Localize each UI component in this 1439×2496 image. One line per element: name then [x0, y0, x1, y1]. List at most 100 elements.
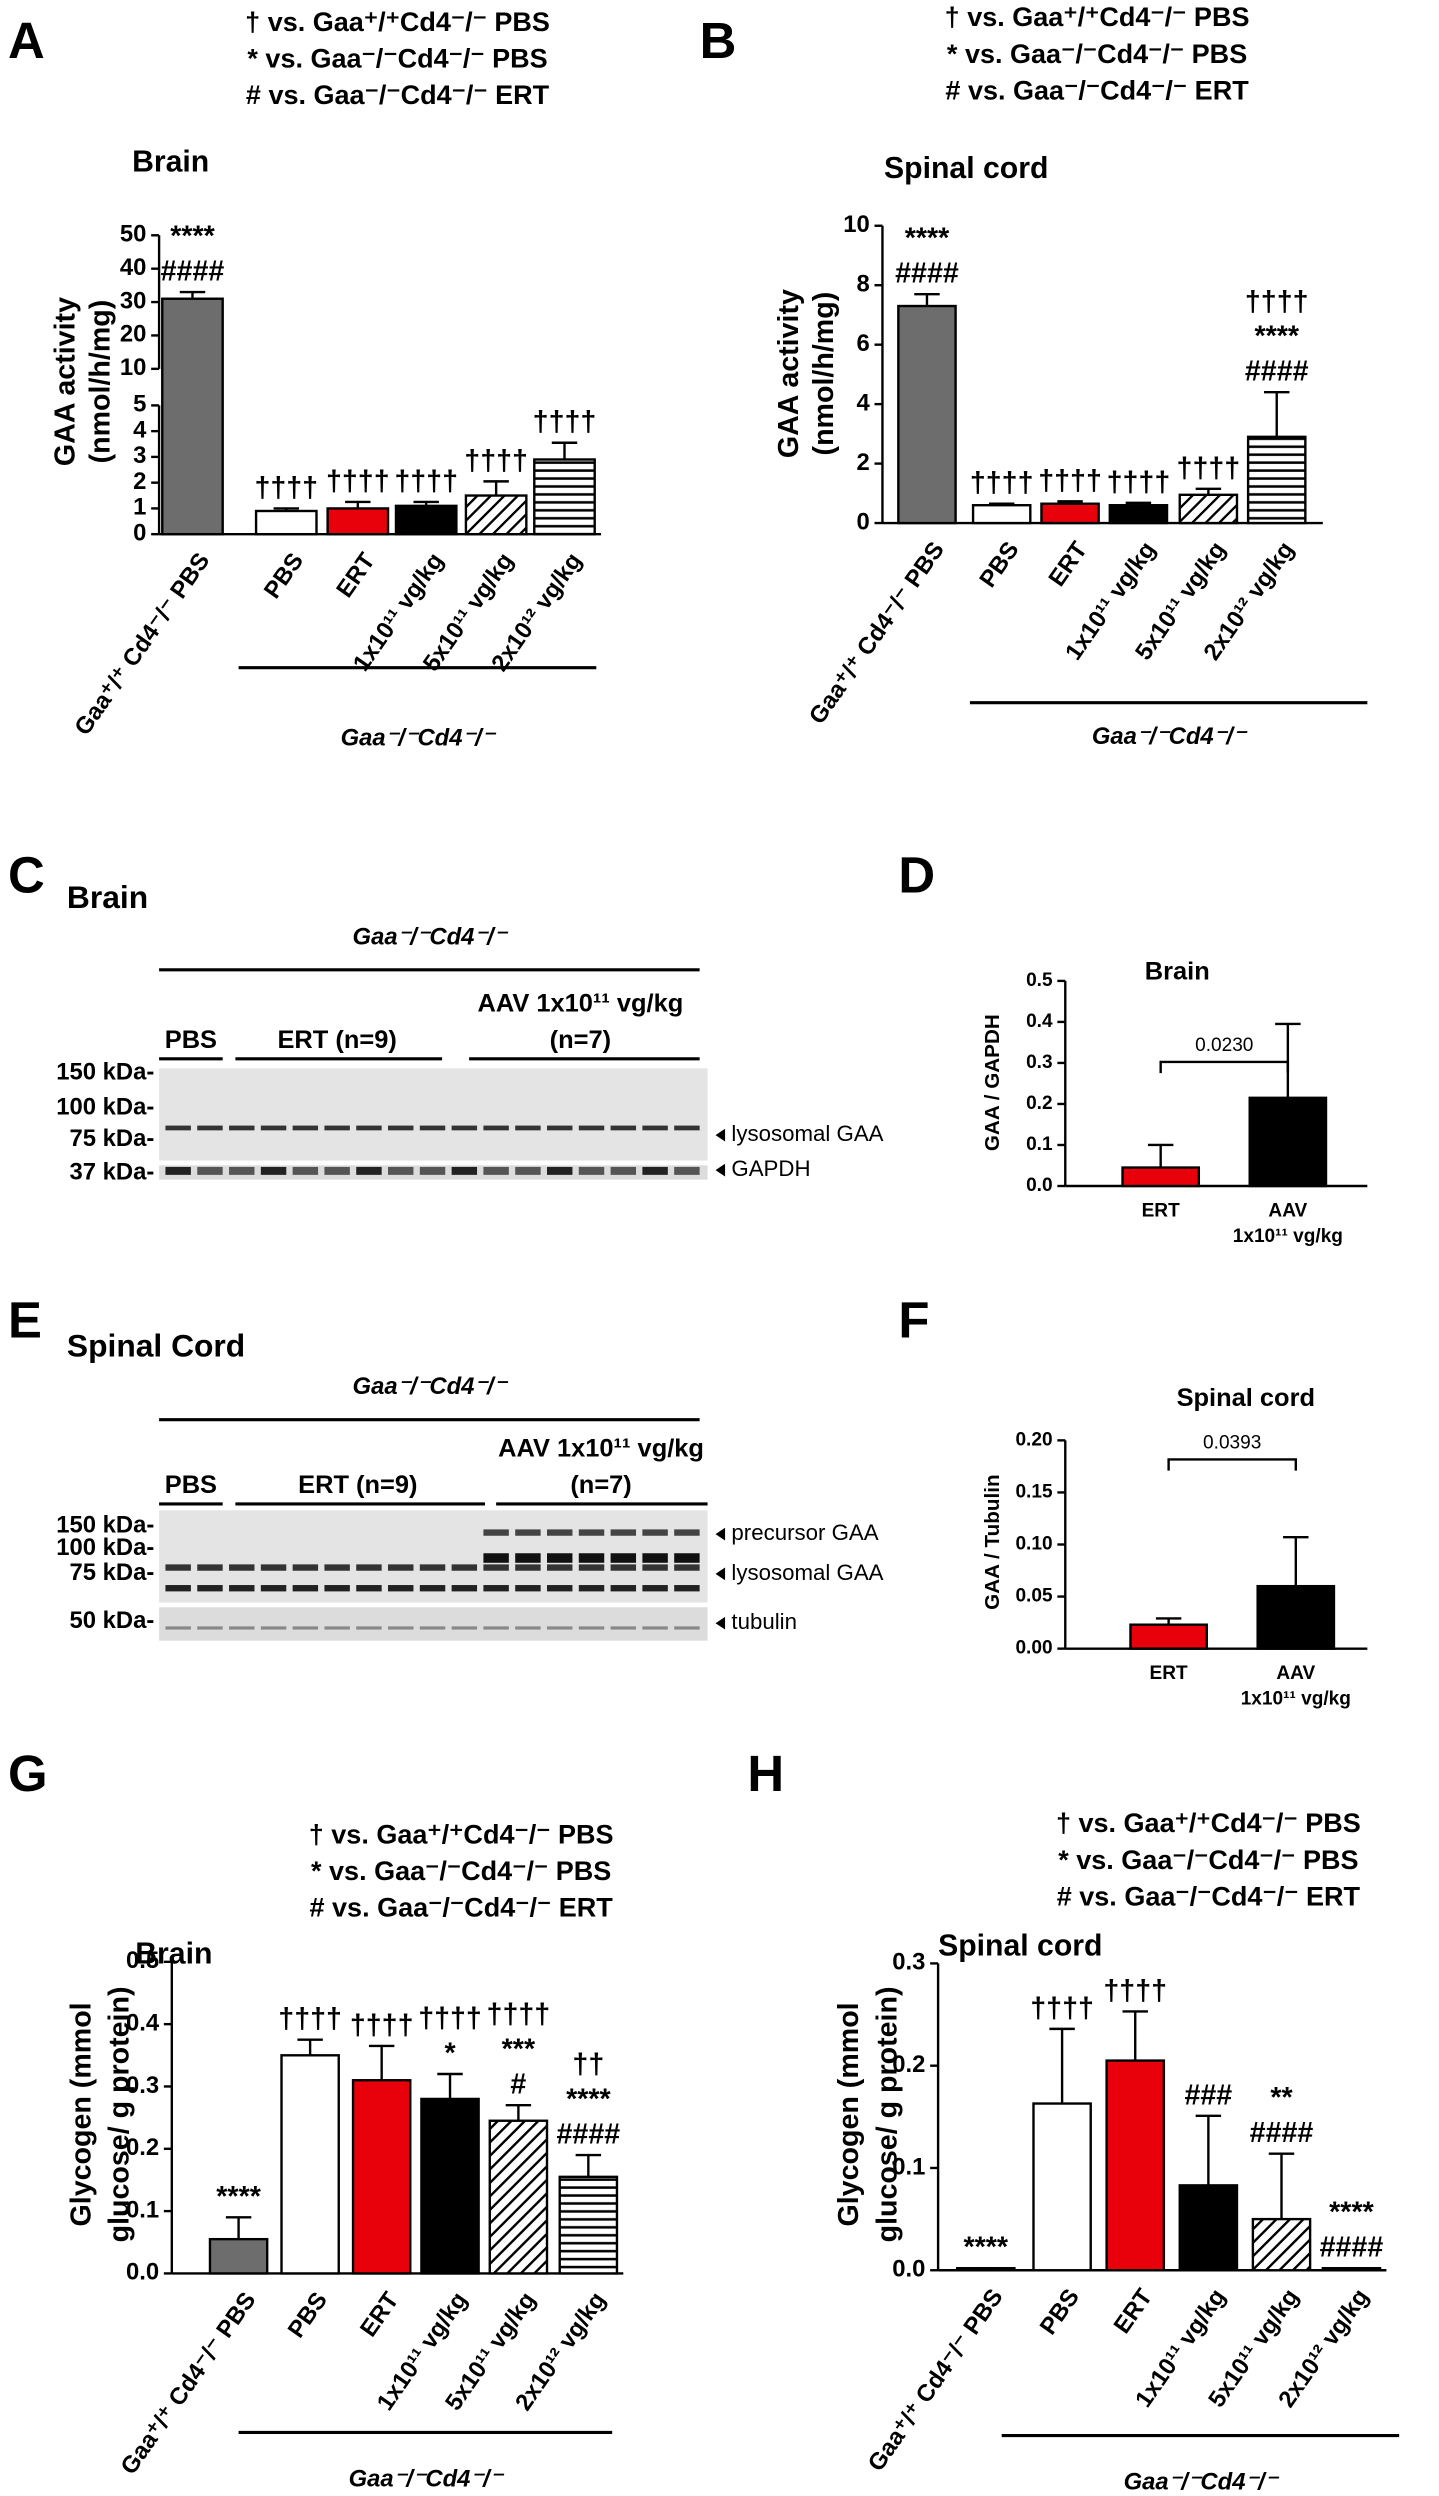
y-tick-label: 0.2: [1026, 1093, 1052, 1114]
band-label: tubulin: [731, 1609, 797, 1634]
band: [578, 1529, 605, 1536]
band: [610, 1166, 637, 1175]
significance: ††††: [1038, 465, 1102, 497]
band-arrow: [715, 1527, 726, 1541]
y-axis-label: GAA / Tubulin: [981, 1474, 1004, 1609]
band: [292, 1166, 319, 1175]
band: [260, 1166, 287, 1175]
y-tick-label: 10: [120, 354, 147, 381]
blot-image: [159, 1607, 708, 1641]
band: [515, 1585, 541, 1592]
bar: [1251, 2217, 1312, 2272]
band: [388, 1166, 414, 1175]
y-axis-label: Glycogen (mmol: [833, 2002, 865, 2226]
band: [419, 1564, 446, 1571]
comparison-bracket: [1159, 1060, 1290, 1074]
band: [547, 1553, 573, 1563]
bar: [1040, 502, 1100, 525]
band: [483, 1585, 509, 1592]
panel-letter: H: [747, 1745, 784, 1802]
band: [356, 1125, 382, 1131]
y-tick-label: 0.4: [126, 2009, 160, 2036]
significance: ††††: [487, 1999, 551, 2031]
band: [324, 1585, 350, 1592]
band-label: lysosomal GAA: [731, 1121, 883, 1146]
band: [356, 1564, 382, 1571]
group-label: Gaa⁻/⁻Cd4⁻/⁻: [341, 725, 497, 752]
band: [229, 1585, 255, 1592]
bar: [558, 2175, 619, 2275]
bar: [1032, 2102, 1092, 2272]
band-label: precursor GAA: [731, 1520, 878, 1545]
x-tick-label: PBS: [259, 548, 309, 604]
band: [356, 1166, 382, 1175]
band: [324, 1564, 350, 1571]
significance: ††††: [254, 472, 318, 504]
y-axis-label: (nmol/h/mg): [808, 292, 840, 456]
lane-label: ERT (n=9): [277, 1026, 396, 1054]
y-tick-label: 0.2: [892, 2051, 925, 2078]
mw-marker: 75 kDa-: [70, 1125, 155, 1152]
legend-note: * vs. Gaa⁻/⁻Cd4⁻/⁻ PBS: [947, 39, 1247, 69]
y-tick-label: 0.00: [1015, 1638, 1052, 1659]
mw-marker: 150 kDa-: [56, 1512, 154, 1539]
band: [356, 1626, 382, 1630]
y-tick-label: 0.10: [1015, 1534, 1052, 1555]
significance: ****: [170, 221, 215, 253]
mw-marker: 100 kDa-: [56, 1093, 154, 1120]
band-arrow: [715, 1128, 726, 1142]
y-tick-label: 0: [856, 508, 869, 535]
bar: [1246, 435, 1307, 525]
mw-marker: 100 kDa-: [56, 1534, 154, 1561]
panel-letter: G: [8, 1745, 48, 1802]
band-arrow: [715, 1616, 726, 1630]
band: [388, 1626, 414, 1630]
band: [515, 1626, 541, 1630]
x-tick-label: PBS: [1035, 2284, 1085, 2340]
lane-label: (n=7): [550, 1026, 611, 1054]
bar: [1105, 2059, 1166, 2272]
blot-image: [159, 1068, 708, 1161]
chart-title: Spinal cord: [884, 152, 1048, 185]
y-tick-label: 30: [120, 287, 147, 314]
band: [547, 1166, 573, 1175]
significance: ††††: [1177, 452, 1241, 484]
significance: ****: [566, 2084, 611, 2116]
band: [419, 1166, 446, 1175]
bar: [326, 507, 390, 536]
band: [610, 1529, 637, 1536]
x-tick-label: ERT: [1043, 537, 1093, 592]
legend-note: # vs. Gaa⁻/⁻Cd4⁻/⁻ ERT: [945, 75, 1249, 105]
legend-note: # vs. Gaa⁻/⁻Cd4⁻/⁻ ERT: [246, 80, 550, 110]
bar: [1178, 493, 1239, 525]
band-label: GAPDH: [731, 1156, 810, 1181]
band: [642, 1585, 668, 1592]
mw-marker: 50 kDa-: [70, 1607, 155, 1634]
band: [292, 1585, 319, 1592]
y-tick-label: 1: [133, 494, 146, 521]
band: [451, 1564, 478, 1571]
band: [451, 1626, 478, 1630]
mw-marker: 37 kDa-: [70, 1159, 155, 1186]
y-tick-label: 0.20: [1015, 1429, 1052, 1450]
significance: ††††: [970, 467, 1034, 499]
bar: [1256, 1584, 1336, 1650]
band: [674, 1553, 700, 1563]
band: [642, 1125, 668, 1131]
x-tick-label: PBS: [974, 537, 1024, 593]
bar: [488, 2119, 549, 2275]
band: [260, 1585, 287, 1592]
legend-note: † vs. Gaa⁺/⁺Cd4⁻/⁻ PBS: [1056, 1808, 1361, 1838]
band: [292, 1626, 319, 1630]
band: [642, 1529, 668, 1536]
legend-note: # vs. Gaa⁻/⁻Cd4⁻/⁻ ERT: [1057, 1881, 1361, 1911]
band: [578, 1585, 605, 1592]
band-arrow: [715, 1567, 726, 1581]
bar: [1178, 2184, 1239, 2272]
significance: ###: [1184, 2079, 1232, 2111]
lane-label: AAV 1x10¹¹ vg/kg: [498, 1435, 704, 1463]
y-tick-label: 0.3: [1026, 1052, 1052, 1073]
x-tick-label: Gaa⁺/⁺ Cd4⁻/⁻ PBS: [804, 537, 950, 729]
band: [674, 1166, 700, 1175]
